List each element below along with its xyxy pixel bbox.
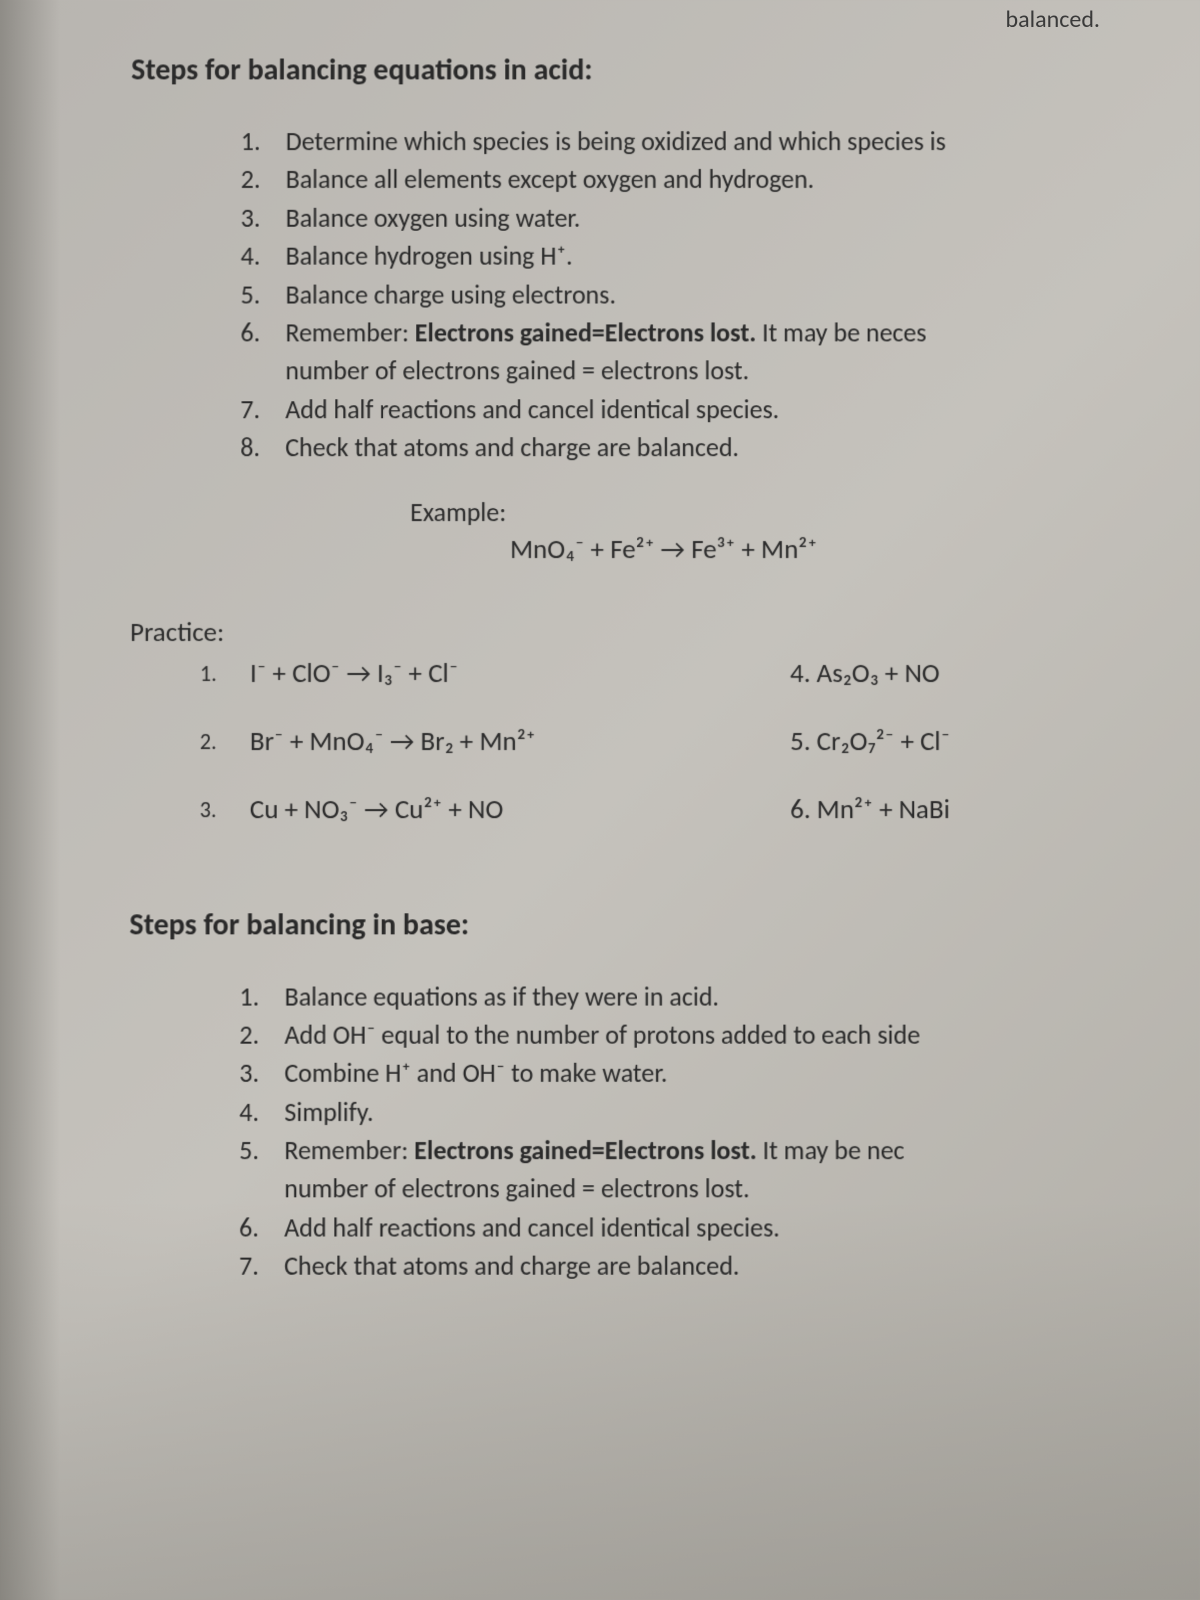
list-item: 6. Add half reactions and cancel identic…	[239, 1209, 1200, 1246]
practice-row: 3. Cu + NO₃⁻ → Cu²⁺ + NO 6. Mn²⁺ + NaBi	[130, 793, 1200, 826]
list-item: 4. Simplify.	[239, 1094, 1200, 1131]
practice-eq-right: 6. Mn²⁺ + NaBi	[790, 793, 1200, 826]
list-num	[240, 353, 285, 389]
list-text: Check that atoms and charge are balanced…	[284, 1248, 1200, 1285]
list-text: Simplify.	[284, 1094, 1200, 1131]
list-num: 2.	[241, 161, 286, 197]
list-item: 1. Balance equations as if they were in …	[239, 978, 1200, 1015]
list-item: 8. Check that atoms and charge are balan…	[240, 429, 1199, 465]
acid-steps-list: 1. Determine which species is being oxid…	[240, 123, 1199, 465]
base-steps-list: 1. Balance equations as if they were in …	[239, 978, 1200, 1284]
list-text: number of electrons gained = electrons l…	[285, 353, 1199, 389]
list-text: Balance charge using electrons.	[285, 276, 1199, 312]
practice-eq-right: 5. Cr₂O₇²⁻ + Cl⁻	[790, 725, 1200, 758]
list-item: 2. Add OH⁻ equal to the number of proton…	[239, 1017, 1200, 1054]
list-num: 8.	[240, 429, 285, 465]
list-item: 3. Balance oxygen using water.	[241, 200, 1199, 236]
list-item: 5. Balance charge using electrons.	[241, 276, 1200, 312]
practice-row: 2. Br⁻ + MnO₄⁻ → Br₂ + Mn²⁺ 5. Cr₂O₇²⁻ +…	[130, 725, 1200, 758]
list-text: Balance hydrogen using H⁺.	[286, 238, 1200, 274]
practice-row: 1. I⁻ + ClO⁻ → I₃⁻ + Cl⁻ 4. As₂O₃ + NO	[130, 657, 1200, 690]
list-item: 5. Remember: Electrons gained=Electrons …	[239, 1132, 1200, 1169]
list-num: 1.	[241, 123, 286, 159]
practice-num: 3.	[200, 793, 250, 826]
list-item: 7. Add half reactions and cancel identic…	[240, 391, 1199, 427]
practice-eq-left: I⁻ + ClO⁻ → I₃⁻ + Cl⁻	[250, 657, 790, 690]
list-text: Determine which species is being oxidize…	[286, 123, 1199, 159]
list-item: 4. Balance hydrogen using H⁺.	[241, 238, 1199, 274]
list-item: 2. Balance all elements except oxygen an…	[241, 161, 1199, 197]
list-num: 5.	[241, 276, 286, 312]
example-label: Example:	[410, 496, 1200, 528]
list-num: 3.	[239, 1055, 284, 1092]
list-text: Check that atoms and charge are balanced…	[285, 429, 1199, 465]
example-block: Example: MnO₄⁻ + Fe²⁺ → Fe³⁺ + Mn²⁺	[410, 496, 1200, 566]
list-item: 6. Remember: Electrons gained=Electrons …	[240, 314, 1199, 350]
practice-num: 2.	[200, 725, 250, 758]
page-content: Steps for balancing equations in acid: 1…	[0, 2, 1200, 1285]
list-text: Balance all elements except oxygen and h…	[286, 161, 1199, 197]
list-text: Add half reactions and cancel identical …	[284, 1209, 1200, 1246]
list-text: Add OH⁻ equal to the number of protons a…	[284, 1017, 1200, 1054]
list-num: 7.	[239, 1248, 284, 1285]
practice-eq-left: Cu + NO₃⁻ → Cu²⁺ + NO	[250, 793, 790, 826]
list-item: 3. Combine H⁺ and OH⁻ to make water.	[239, 1055, 1200, 1092]
list-text: Balance equations as if they were in aci…	[284, 978, 1200, 1015]
list-num: 1.	[239, 978, 284, 1015]
list-item: 1. Determine which species is being oxid…	[241, 123, 1199, 159]
list-num: 6.	[240, 314, 285, 350]
acid-section-title: Steps for balancing equations in acid:	[131, 52, 1198, 89]
list-item: 7. Check that atoms and charge are balan…	[239, 1248, 1200, 1285]
list-text: Combine H⁺ and OH⁻ to make water.	[284, 1055, 1200, 1092]
list-num: 2.	[239, 1017, 284, 1054]
list-num	[239, 1171, 284, 1208]
practice-num: 1.	[200, 657, 250, 690]
list-text: Remember: Electrons gained=Electrons los…	[285, 314, 1199, 350]
list-num: 5.	[239, 1132, 284, 1169]
practice-eq-left: Br⁻ + MnO₄⁻ → Br₂ + Mn²⁺	[250, 725, 790, 758]
practice-title: Practice:	[130, 616, 1200, 649]
list-item: number of electrons gained = electrons l…	[239, 1171, 1200, 1208]
example-equation: MnO₄⁻ + Fe²⁺ → Fe³⁺ + Mn²⁺	[510, 533, 1200, 566]
list-text: Add half reactions and cancel identical …	[285, 391, 1199, 427]
list-num: 7.	[240, 391, 285, 427]
list-num: 4.	[241, 238, 286, 274]
list-text: number of electrons gained = electrons l…	[284, 1171, 1200, 1208]
list-num: 4.	[239, 1094, 284, 1131]
base-section-title: Steps for balancing in base:	[129, 906, 1200, 943]
list-num: 6.	[239, 1209, 284, 1246]
list-num: 3.	[241, 200, 286, 236]
list-text: Balance oxygen using water.	[286, 200, 1199, 236]
list-item: number of electrons gained = electrons l…	[240, 353, 1199, 389]
list-text: Remember: Electrons gained=Electrons los…	[284, 1132, 1200, 1169]
practice-eq-right: 4. As₂O₃ + NO	[790, 657, 1200, 690]
